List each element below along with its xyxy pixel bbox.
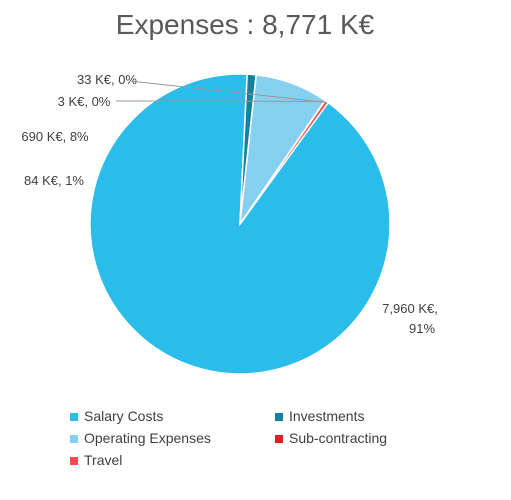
pie-group: [89, 73, 391, 375]
data-label-salary-costs-pct: 91%: [409, 321, 435, 336]
legend-label-salary-costs: Salary Costs: [84, 408, 163, 424]
data-label-sub-contracting: 3 K€, 0%: [58, 94, 111, 109]
legend-label-travel: Travel: [84, 452, 122, 468]
chart-title: Expenses : 8,771 K€: [116, 9, 375, 40]
legend: Salary Costs Investments Operating Expense…: [70, 408, 387, 468]
legend-swatch-sub-contracting: [275, 435, 283, 443]
legend-swatch-travel: [70, 457, 78, 465]
legend-swatch-operating-expenses: [70, 435, 78, 443]
legend-label-operating-expenses: Operating Expenses: [84, 430, 211, 446]
data-label-operating-expenses: 690 K€, 8%: [21, 129, 89, 144]
legend-swatch-investments: [275, 413, 283, 421]
data-label-salary-costs: 7,960 K€,: [382, 301, 438, 316]
pie-slice-travel: [239, 99, 330, 225]
data-label-investments: 84 K€, 1%: [24, 173, 84, 188]
legend-label-sub-contracting: Sub-contracting: [289, 430, 387, 446]
legend-label-investments: Investments: [289, 408, 364, 424]
data-labels: 7,960 K€, 91% 84 K€, 1% 690 K€, 8% 3 K€, 0% 3…: [21, 72, 437, 336]
legend-swatch-salary-costs: [70, 413, 78, 421]
leader-line-travel: [129, 80, 327, 103]
data-label-travel: 33 K€, 0%: [77, 72, 137, 87]
